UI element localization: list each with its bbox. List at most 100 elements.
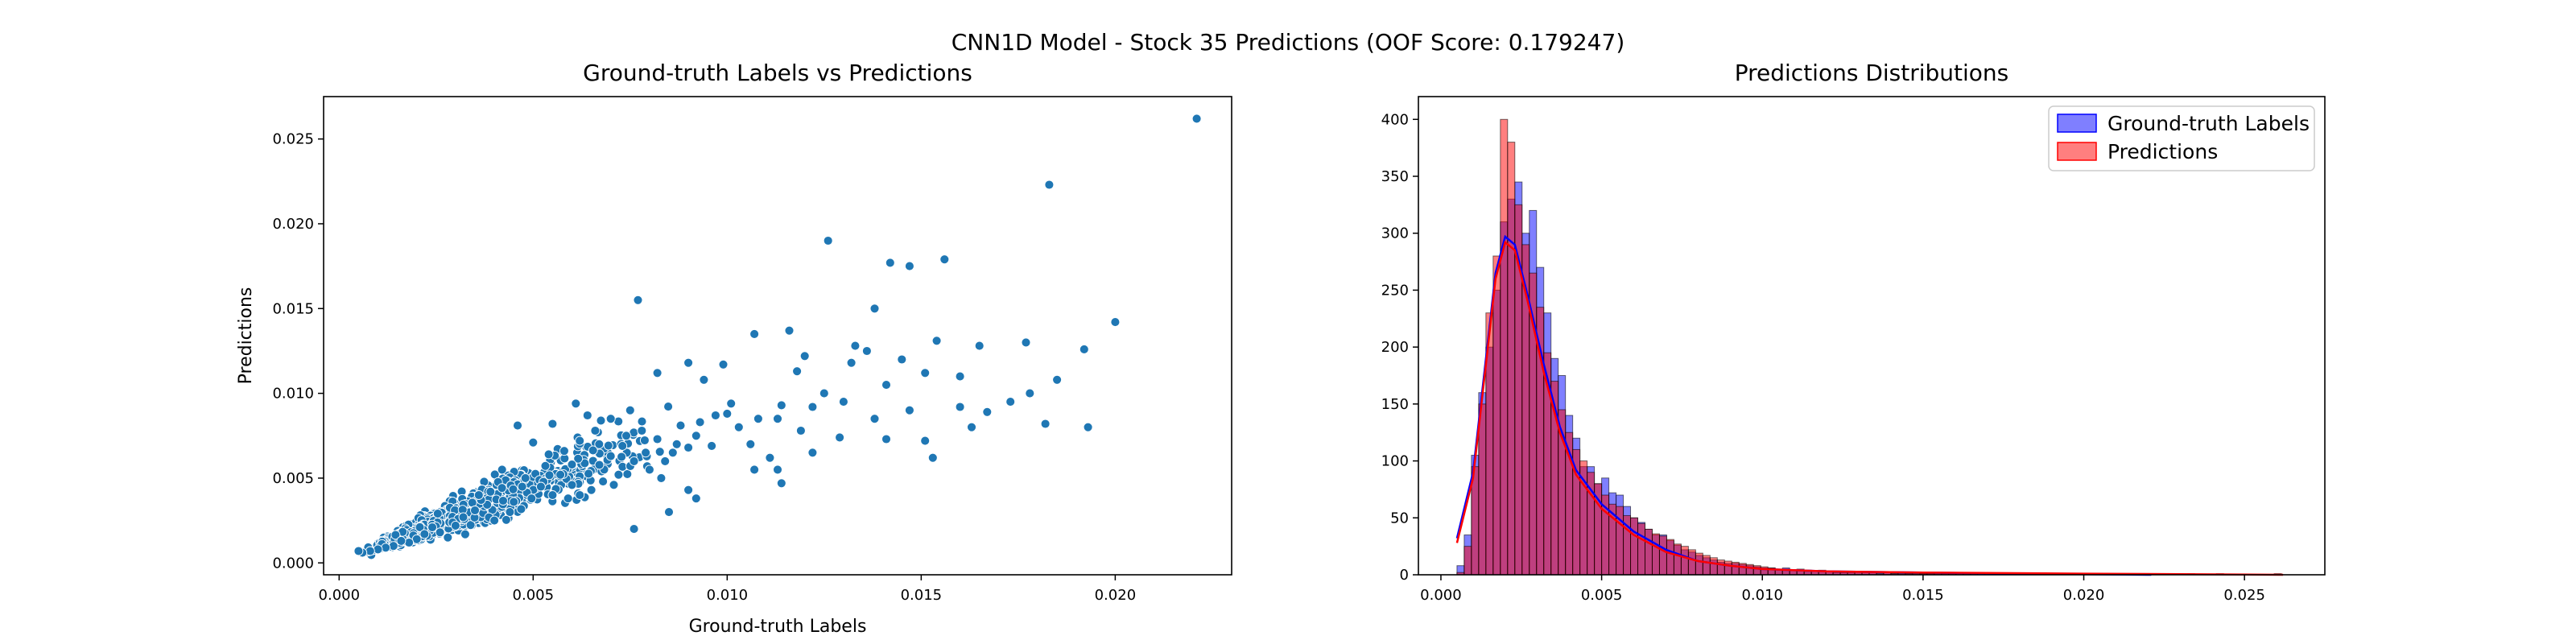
- scatter-point: [1040, 419, 1051, 429]
- histogram-bar-predictions: [1637, 522, 1646, 576]
- scatter-point: [749, 328, 760, 339]
- scatter-point: [683, 443, 694, 452]
- scatter-point: [784, 325, 795, 336]
- scatter-point: [598, 477, 609, 487]
- scatter-point: [1052, 374, 1063, 385]
- scatter-point: [603, 440, 613, 451]
- scatter-point: [920, 368, 931, 378]
- scatter-point: [590, 426, 601, 436]
- scatter-point: [1110, 317, 1121, 328]
- scatter-point: [691, 431, 701, 441]
- scatter-point: [435, 527, 445, 538]
- scatter-point: [516, 504, 526, 514]
- scatter-point: [465, 520, 476, 530]
- scatter-point: [1079, 344, 1089, 354]
- scatter-point: [974, 341, 985, 351]
- histogram-bar-predictions: [1738, 563, 1747, 576]
- histogram-bar-predictions: [1492, 255, 1501, 576]
- histogram-y-tick-label: 250: [1381, 282, 1409, 299]
- scatter-point: [489, 515, 500, 526]
- scatter-point: [505, 507, 515, 518]
- scatter-point: [773, 414, 782, 424]
- histogram-bar-predictions: [1695, 552, 1703, 576]
- scatter-point: [458, 512, 469, 522]
- scatter-y-tick-label: 0.025: [272, 131, 314, 148]
- scatter-point: [869, 414, 880, 424]
- scatter-point: [939, 254, 950, 265]
- scatter-x-tick-label: 0.015: [901, 587, 943, 604]
- scatter-point: [621, 431, 631, 441]
- scatter-point: [749, 464, 760, 475]
- scatter-point: [799, 351, 810, 361]
- scatter-x-tick-label: 0.000: [319, 587, 361, 604]
- scatter-point: [617, 452, 627, 462]
- scatter-point: [497, 483, 507, 493]
- scatter-x-axis-label: Ground-truth Labels: [689, 617, 867, 637]
- scatter-point: [695, 417, 705, 427]
- scatter-point: [594, 439, 605, 449]
- scatter-point: [594, 460, 605, 470]
- scatter-point: [373, 544, 383, 555]
- scatter-point: [773, 464, 782, 475]
- histogram-bars: [1456, 118, 2282, 576]
- histogram-bar-predictions: [1687, 549, 1696, 576]
- scatter-point: [388, 541, 398, 551]
- legend-label-predictions: Predictions: [2107, 140, 2218, 163]
- scatter-point: [667, 448, 678, 458]
- scatter-point: [485, 486, 496, 497]
- scatter-point: [639, 436, 650, 445]
- histogram-bar-predictions: [1630, 517, 1639, 576]
- scatter-point: [664, 507, 674, 518]
- scatter-point: [718, 359, 729, 369]
- scatter-point: [683, 485, 694, 495]
- histogram-bar-predictions: [1658, 535, 1667, 576]
- kde-line-predictions: [1455, 240, 2284, 576]
- scatter-point: [353, 546, 364, 556]
- scatter-point: [396, 535, 407, 546]
- scatter-point: [497, 464, 507, 475]
- histogram-bar-predictions: [1673, 543, 1682, 576]
- scatter-point: [404, 538, 415, 547]
- scatter-x-ticks: 0.000 0.005 0.010 0.015 0.020: [319, 575, 1136, 604]
- scatter-point: [450, 520, 460, 530]
- histogram-x-ticks: 0.000 0.005 0.010 0.015 0.020 0.025: [1420, 575, 2265, 604]
- scatter-point: [470, 506, 480, 515]
- histogram-x-tick-label: 0.015: [1902, 587, 1944, 604]
- scatter-point: [1044, 180, 1055, 190]
- histogram-kde-lines: [1455, 234, 2284, 576]
- scatter-point: [869, 303, 880, 314]
- histogram-bar-predictions: [1666, 539, 1674, 576]
- scatter-y-tick-label: 0.000: [272, 555, 314, 572]
- scatter-y-tick-label: 0.010: [272, 386, 314, 402]
- scatter-point: [1025, 388, 1035, 398]
- scatter-point: [432, 509, 443, 519]
- scatter-point: [982, 407, 993, 417]
- scatter-point: [473, 490, 484, 500]
- scatter-point: [733, 422, 744, 432]
- scatter-point: [654, 447, 665, 457]
- scatter-y-axis-label: Predictions: [236, 287, 256, 385]
- scatter-point: [835, 432, 845, 443]
- scatter-point: [596, 415, 606, 426]
- scatter-point: [660, 456, 671, 466]
- scatter-point: [613, 469, 624, 480]
- scatter-point: [609, 480, 619, 490]
- scatter-point: [652, 434, 663, 444]
- scatter-point: [629, 524, 639, 535]
- scatter-point: [652, 368, 663, 378]
- scatter-point: [571, 398, 581, 409]
- scatter-title: Ground-truth Labels vs Predictions: [583, 60, 972, 86]
- scatter-points: [353, 114, 1202, 560]
- scatter-y-tick-label: 0.005: [272, 470, 314, 487]
- scatter-point: [443, 532, 453, 543]
- scatter-point: [605, 451, 616, 461]
- scatter-point: [419, 529, 430, 539]
- scatter-point: [807, 448, 818, 458]
- histogram-x-tick-label: 0.000: [1420, 587, 1462, 604]
- scatter-point: [1083, 422, 1093, 432]
- scatter-point: [691, 493, 701, 504]
- scatter-point: [904, 261, 914, 271]
- scatter-axes-frame: [323, 96, 1232, 576]
- scatter-point: [559, 446, 569, 456]
- scatter-point: [543, 449, 554, 460]
